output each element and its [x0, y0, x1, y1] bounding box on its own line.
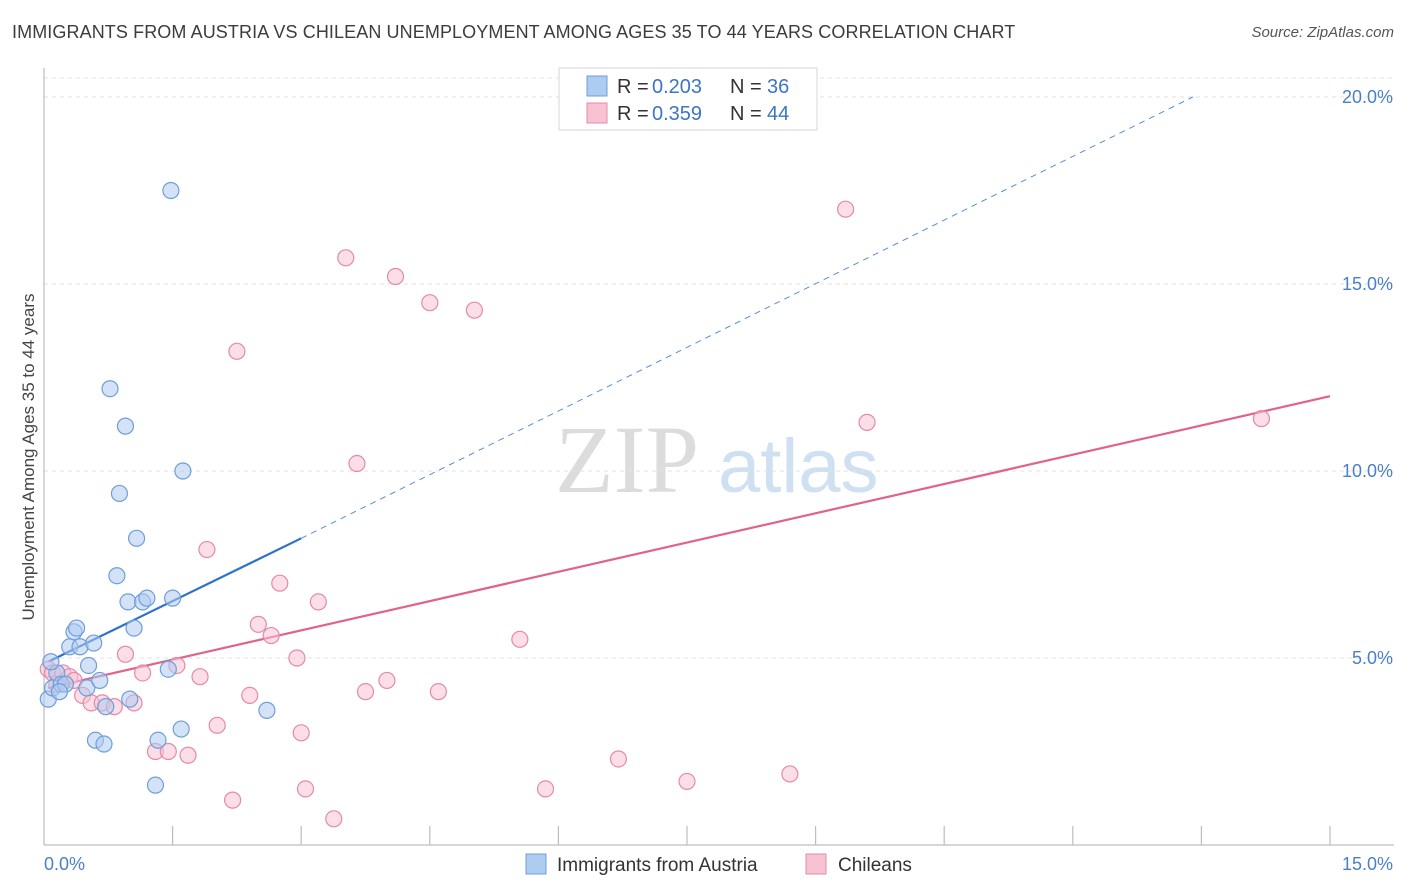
chileans-point — [1252, 410, 1271, 428]
x-tick-label: 15.0% — [1342, 854, 1393, 874]
austria-point — [110, 484, 129, 503]
tick-labels: 5.0% 10.0% 15.0% 20.0% 0.0% 15.0% — [44, 87, 1393, 874]
austria-point — [127, 529, 146, 547]
austria-point — [159, 660, 177, 678]
y-tick-label: 20.0% — [1342, 87, 1393, 107]
austria-point — [174, 462, 192, 480]
y-axis-title: Unemployment Among Ages 35 to 44 years — [19, 294, 38, 621]
austria-point — [164, 589, 182, 607]
legend-r-value-austria: 0.203 — [652, 76, 702, 98]
legend-n-label-austria: N = — [730, 76, 762, 98]
chileans-point — [348, 454, 366, 473]
austria-point — [67, 619, 86, 637]
austria-point — [146, 776, 165, 794]
correlation-legend: R = 0.203 N = 36 R = 0.359 N = 44 — [558, 67, 818, 131]
chileans-point — [837, 200, 855, 218]
austria-point — [121, 690, 139, 708]
legend-n-value-austria: 36 — [767, 76, 789, 98]
axes — [43, 68, 1394, 846]
chileans-point — [296, 780, 315, 798]
chileans-point — [228, 342, 246, 360]
trend-lines — [47, 96, 1331, 689]
austria-point — [138, 589, 156, 607]
chileans-point — [116, 645, 135, 663]
austria-point — [258, 701, 276, 719]
gridlines — [44, 77, 1394, 659]
austria-point — [149, 731, 167, 749]
austria-trend-extrapolated — [300, 96, 1194, 539]
chileans-point — [159, 742, 177, 761]
austria-point — [116, 417, 135, 435]
austria-point — [50, 683, 69, 701]
x-tick-label: 0.0% — [44, 854, 85, 874]
austria-point — [101, 380, 119, 398]
austria-point — [79, 656, 98, 675]
chileans-point — [781, 765, 799, 783]
austria-point — [162, 181, 180, 200]
austria-point — [97, 698, 115, 716]
chileans-point — [536, 780, 555, 798]
watermark-zip: ZIP — [555, 406, 699, 513]
chileans-point — [262, 626, 280, 645]
chileans-point — [288, 649, 306, 667]
austria-point — [42, 653, 60, 671]
chileans-point — [609, 750, 628, 768]
y-tick-label: 5.0% — [1352, 648, 1393, 668]
chileans-point — [421, 294, 439, 312]
chileans-point — [678, 772, 696, 791]
chileans-point — [465, 301, 483, 319]
y-tick-label: 15.0% — [1342, 274, 1393, 294]
source-credit: Source: ZipAtlas.com — [1251, 24, 1394, 41]
chileans-point — [356, 683, 375, 701]
austria-point — [172, 720, 190, 738]
chileans-point — [429, 683, 447, 701]
bottom-legend-swatch-austria — [525, 853, 547, 875]
chileans-point — [292, 724, 310, 742]
austria-point — [78, 679, 96, 697]
data-points — [39, 181, 1271, 828]
chileans-point — [858, 413, 876, 431]
chileans-point — [179, 746, 197, 764]
bottom-legend-label-austria: Immigrants from Austria — [557, 855, 758, 876]
chileans-point — [511, 630, 529, 648]
legend-n-value-chileans: 44 — [767, 103, 789, 125]
chileans-point — [198, 540, 216, 559]
watermark-atlas: atlas — [718, 424, 879, 509]
austria-point — [119, 593, 137, 611]
series-legend: Immigrants from Austria Chileans — [525, 853, 912, 876]
austria-point — [95, 735, 113, 753]
chileans-point — [191, 668, 209, 686]
chart-title: IMMIGRANTS FROM AUSTRIA VS CHILEAN UNEMP… — [12, 22, 1016, 42]
chileans-trend-line — [48, 395, 1331, 689]
chileans-point — [133, 664, 152, 682]
legend-r-label-chileans: R = — [617, 103, 649, 125]
chileans-point — [337, 249, 355, 267]
chileans-point — [378, 671, 396, 690]
legend-r-label-austria: R = — [617, 76, 649, 98]
bottom-legend-swatch-chileans — [805, 853, 827, 875]
chileans-point — [271, 574, 289, 592]
bottom-legend-label-chileans: Chileans — [838, 855, 912, 876]
austria-point — [125, 619, 143, 637]
chileans-point — [224, 791, 242, 809]
austria-point — [85, 634, 103, 652]
chileans-point — [249, 615, 267, 633]
legend-swatch-chileans — [586, 102, 608, 124]
chileans-point — [208, 716, 226, 734]
chileans-point — [309, 593, 327, 611]
chileans-point — [241, 686, 259, 705]
legend-r-value-chileans: 0.359 — [652, 103, 702, 125]
chileans-point — [386, 267, 405, 286]
austria-point — [108, 567, 126, 585]
austria-point — [91, 671, 109, 690]
chileans-point — [325, 810, 343, 828]
legend-n-label-chileans: N = — [730, 103, 762, 125]
y-tick-label: 10.0% — [1342, 461, 1393, 481]
legend-swatch-austria — [586, 75, 608, 97]
